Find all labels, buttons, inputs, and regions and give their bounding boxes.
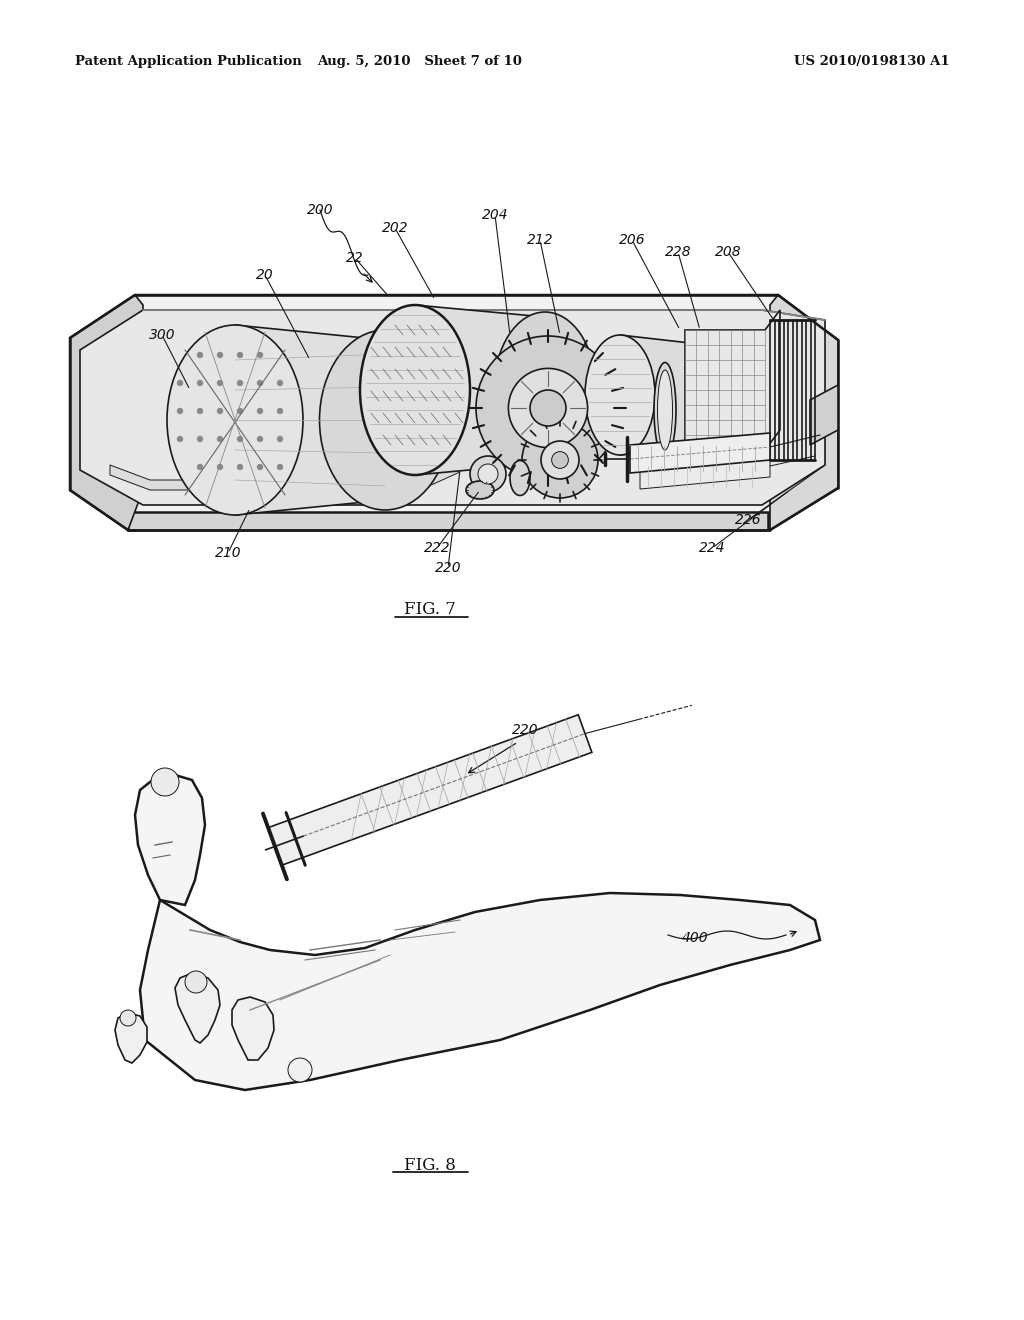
Circle shape (237, 380, 243, 385)
Circle shape (217, 380, 223, 385)
Text: 222: 222 (424, 541, 451, 554)
Text: 200: 200 (306, 203, 334, 216)
Text: 210: 210 (215, 546, 242, 560)
Text: FIG. 7: FIG. 7 (404, 602, 456, 619)
Text: 228: 228 (665, 246, 691, 259)
Ellipse shape (510, 461, 530, 495)
Circle shape (530, 389, 566, 426)
Polygon shape (80, 310, 825, 506)
Polygon shape (810, 385, 838, 445)
Polygon shape (232, 997, 274, 1060)
Polygon shape (140, 894, 820, 1090)
Circle shape (541, 441, 579, 479)
Circle shape (257, 436, 263, 442)
Polygon shape (770, 294, 838, 531)
Ellipse shape (167, 325, 303, 515)
Circle shape (177, 408, 183, 414)
Text: 220: 220 (434, 561, 462, 576)
Text: 224: 224 (698, 541, 725, 554)
Circle shape (151, 768, 179, 796)
Text: 204: 204 (481, 209, 508, 222)
Circle shape (197, 436, 203, 442)
Polygon shape (620, 335, 690, 455)
Polygon shape (685, 310, 780, 450)
Text: 300: 300 (148, 327, 175, 342)
Circle shape (177, 380, 183, 385)
Text: Patent Application Publication: Patent Application Publication (75, 55, 302, 69)
Circle shape (522, 422, 598, 498)
Circle shape (197, 352, 203, 358)
Circle shape (288, 1059, 312, 1082)
Polygon shape (415, 305, 545, 475)
Circle shape (278, 436, 283, 442)
Circle shape (185, 972, 207, 993)
Circle shape (257, 465, 263, 470)
Polygon shape (70, 294, 838, 531)
Circle shape (177, 436, 183, 442)
Polygon shape (234, 325, 385, 515)
Text: US 2010/0198130 A1: US 2010/0198130 A1 (795, 55, 950, 69)
Text: 400: 400 (682, 931, 709, 945)
Circle shape (478, 465, 498, 484)
Circle shape (197, 465, 203, 470)
Text: Aug. 5, 2010   Sheet 7 of 10: Aug. 5, 2010 Sheet 7 of 10 (317, 55, 522, 69)
Circle shape (237, 408, 243, 414)
Text: 22: 22 (346, 251, 364, 265)
Circle shape (470, 455, 506, 492)
Ellipse shape (466, 480, 494, 499)
Polygon shape (268, 714, 592, 865)
Ellipse shape (654, 363, 676, 458)
Circle shape (217, 465, 223, 470)
Circle shape (197, 380, 203, 385)
Circle shape (120, 1010, 136, 1026)
Polygon shape (115, 1012, 147, 1063)
Text: FIG. 8: FIG. 8 (404, 1156, 456, 1173)
Ellipse shape (494, 312, 596, 469)
Polygon shape (135, 775, 205, 906)
Circle shape (278, 408, 283, 414)
Ellipse shape (360, 305, 470, 475)
Circle shape (552, 451, 568, 469)
Circle shape (237, 352, 243, 358)
Ellipse shape (657, 370, 673, 450)
Circle shape (217, 436, 223, 442)
Polygon shape (630, 433, 770, 473)
Circle shape (197, 408, 203, 414)
Polygon shape (175, 973, 220, 1043)
Circle shape (217, 408, 223, 414)
Circle shape (257, 352, 263, 358)
Ellipse shape (585, 335, 655, 455)
Polygon shape (640, 454, 770, 488)
Circle shape (217, 352, 223, 358)
Polygon shape (128, 512, 768, 531)
Text: 20: 20 (256, 268, 273, 282)
Circle shape (278, 465, 283, 470)
Circle shape (257, 380, 263, 385)
Circle shape (237, 465, 243, 470)
Polygon shape (70, 294, 143, 531)
Polygon shape (110, 462, 460, 490)
Circle shape (237, 436, 243, 442)
Ellipse shape (319, 330, 451, 510)
Circle shape (508, 368, 588, 447)
Circle shape (278, 380, 283, 385)
Text: 206: 206 (618, 234, 645, 247)
Text: 208: 208 (715, 246, 741, 259)
Text: 226: 226 (734, 513, 761, 527)
Circle shape (257, 408, 263, 414)
Circle shape (476, 337, 620, 480)
Text: 202: 202 (382, 220, 409, 235)
Text: 220: 220 (512, 723, 539, 737)
Text: 212: 212 (526, 234, 553, 247)
